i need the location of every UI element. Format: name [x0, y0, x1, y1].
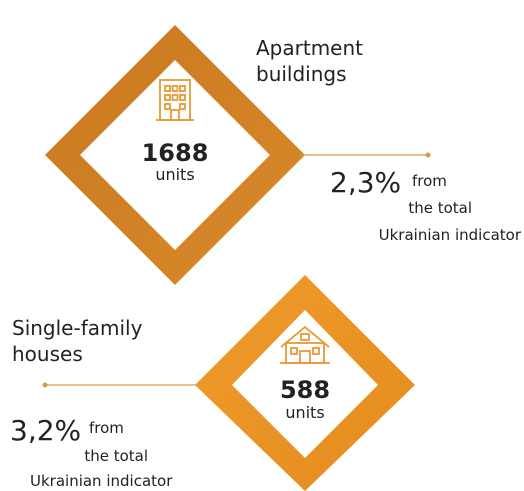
percent: 3,2% [10, 414, 81, 447]
diamond-inner [80, 60, 270, 250]
title: Single-family [12, 316, 143, 340]
apartment-block: 1688 units Apartment buildings 2,3% from… [45, 25, 522, 285]
apartment-icon [156, 79, 194, 121]
rest: the total [408, 199, 472, 217]
title: buildings [256, 62, 347, 86]
percent: 2,3% [330, 166, 401, 199]
connector-dot [42, 382, 48, 388]
from: from [89, 419, 124, 437]
rest: the total [84, 447, 148, 465]
unit: units [285, 403, 324, 422]
house-icon [280, 325, 330, 364]
number: 1688 [142, 139, 209, 167]
title: Apartment [256, 36, 363, 60]
connector-dot [425, 152, 431, 158]
unit: units [155, 165, 194, 184]
title: houses [12, 342, 83, 366]
rest: Ukrainian indicator [379, 226, 522, 244]
diamond-inner [232, 310, 378, 458]
house-block: 588 units Single-family houses 3,2% from… [10, 275, 415, 491]
number: 588 [280, 376, 330, 404]
rest: Ukrainian indicator [30, 472, 173, 490]
from: from [412, 172, 447, 190]
